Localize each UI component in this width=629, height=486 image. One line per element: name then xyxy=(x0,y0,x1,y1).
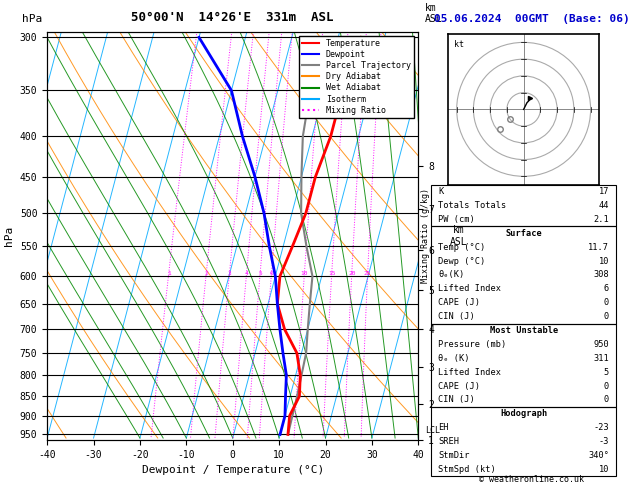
Text: 15: 15 xyxy=(328,271,335,276)
Text: 11.7: 11.7 xyxy=(588,243,609,252)
Text: 2: 2 xyxy=(204,271,208,276)
Text: km
ASL: km ASL xyxy=(425,3,442,24)
Text: LCL: LCL xyxy=(425,426,440,435)
Text: 0: 0 xyxy=(604,396,609,404)
Legend: Temperature, Dewpoint, Parcel Trajectory, Dry Adiabat, Wet Adiabat, Isotherm, Mi: Temperature, Dewpoint, Parcel Trajectory… xyxy=(299,36,414,118)
Text: StmSpd (kt): StmSpd (kt) xyxy=(438,465,496,474)
Text: 5: 5 xyxy=(259,271,262,276)
Text: 0: 0 xyxy=(604,298,609,307)
Text: θₑ (K): θₑ (K) xyxy=(438,354,470,363)
Text: 25: 25 xyxy=(364,271,371,276)
Y-axis label: km
ASL: km ASL xyxy=(450,225,468,246)
Text: -23: -23 xyxy=(593,423,609,432)
Text: 340°: 340° xyxy=(588,451,609,460)
X-axis label: Dewpoint / Temperature (°C): Dewpoint / Temperature (°C) xyxy=(142,465,324,475)
Text: 10: 10 xyxy=(599,257,609,265)
Text: 6: 6 xyxy=(270,271,274,276)
Text: 44: 44 xyxy=(599,201,609,210)
Text: CAPE (J): CAPE (J) xyxy=(438,382,481,391)
Text: 17: 17 xyxy=(599,187,609,196)
Text: θₑ(K): θₑ(K) xyxy=(438,270,465,279)
Text: Dewp (°C): Dewp (°C) xyxy=(438,257,486,265)
Text: 10: 10 xyxy=(599,465,609,474)
Text: 10: 10 xyxy=(301,271,308,276)
Text: 308: 308 xyxy=(593,270,609,279)
Text: 2.1: 2.1 xyxy=(593,215,609,224)
Text: EH: EH xyxy=(438,423,448,432)
Text: 3: 3 xyxy=(228,271,231,276)
Text: 5: 5 xyxy=(604,367,609,377)
Text: 20: 20 xyxy=(348,271,355,276)
Y-axis label: hPa: hPa xyxy=(4,226,14,246)
Text: CIN (J): CIN (J) xyxy=(438,396,475,404)
Text: Totals Totals: Totals Totals xyxy=(438,201,506,210)
Text: 0: 0 xyxy=(604,312,609,321)
Text: CIN (J): CIN (J) xyxy=(438,312,475,321)
Text: Pressure (mb): Pressure (mb) xyxy=(438,340,506,349)
Text: 50°00'N  14°26'E  331m  ASL: 50°00'N 14°26'E 331m ASL xyxy=(131,11,334,24)
Text: CAPE (J): CAPE (J) xyxy=(438,298,481,307)
Text: 950: 950 xyxy=(593,340,609,349)
Text: 6: 6 xyxy=(604,284,609,294)
Text: Most Unstable: Most Unstable xyxy=(489,326,558,335)
Text: -3: -3 xyxy=(599,437,609,446)
Text: K: K xyxy=(438,187,443,196)
Text: 4: 4 xyxy=(245,271,248,276)
Text: Lifted Index: Lifted Index xyxy=(438,367,501,377)
Text: 0: 0 xyxy=(604,382,609,391)
Text: 1: 1 xyxy=(167,271,170,276)
Text: SREH: SREH xyxy=(438,437,459,446)
Text: hPa: hPa xyxy=(22,14,42,24)
Text: Mixing Ratio (g/kg): Mixing Ratio (g/kg) xyxy=(421,188,430,283)
Text: kt: kt xyxy=(454,40,464,49)
Text: Lifted Index: Lifted Index xyxy=(438,284,501,294)
Text: Surface: Surface xyxy=(505,229,542,238)
Text: StmDir: StmDir xyxy=(438,451,470,460)
Text: PW (cm): PW (cm) xyxy=(438,215,475,224)
Text: © weatheronline.co.uk: © weatheronline.co.uk xyxy=(479,474,584,484)
Text: Temp (°C): Temp (°C) xyxy=(438,243,486,252)
Text: Hodograph: Hodograph xyxy=(500,409,547,418)
Text: 311: 311 xyxy=(593,354,609,363)
Text: 05.06.2024  00GMT  (Base: 06): 05.06.2024 00GMT (Base: 06) xyxy=(433,14,629,24)
